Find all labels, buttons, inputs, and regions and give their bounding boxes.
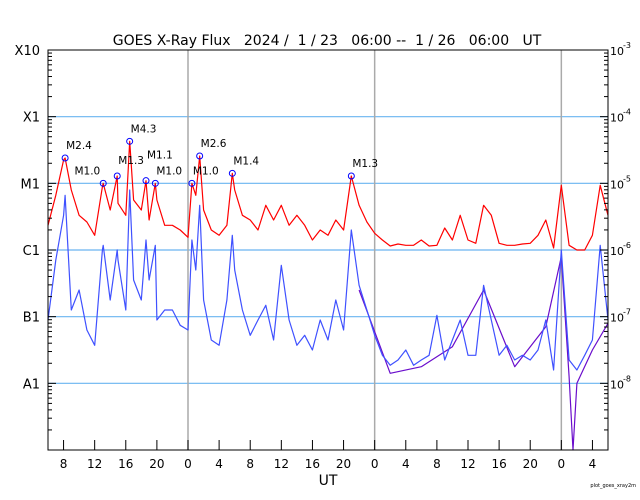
- x-tick-label: 12: [87, 457, 102, 471]
- flare-label: M2.4: [66, 140, 92, 152]
- flare-marker: [228, 169, 236, 177]
- y-tick-label-left: X10: [15, 44, 40, 59]
- flare-marker: [347, 172, 355, 180]
- flare-marker: [113, 172, 121, 180]
- flare-marker: [99, 179, 107, 187]
- x-tick-label: 8: [433, 457, 441, 471]
- x-tick-label: 0: [558, 457, 566, 471]
- y-tick-label-right-exponent: -5: [623, 174, 631, 183]
- y-tick-label-left: B1: [23, 311, 40, 326]
- y-tick-label-right-base: 10: [610, 378, 624, 391]
- x-tick-label: 16: [118, 457, 133, 471]
- y-tick-label-right-base: 10: [610, 245, 624, 258]
- x-tick-label: 20: [336, 457, 351, 471]
- series-line-short-0-5-4-a-: [47, 189, 609, 371]
- x-tick-label: 20: [523, 457, 538, 471]
- x-tick-label: 4: [215, 457, 223, 471]
- x-tick-label: 4: [589, 457, 597, 471]
- y-tick-label-right-base: 10: [610, 112, 624, 125]
- series-line-short-secondary: [358, 256, 609, 451]
- x-axis-label: UT: [319, 473, 338, 489]
- flare-label: M1.0: [74, 165, 100, 177]
- flare-label: M1.0: [193, 165, 219, 177]
- flare-marker: [151, 179, 159, 187]
- flare-label: M1.0: [156, 165, 182, 177]
- y-tick-label-right-exponent: -4: [623, 108, 631, 117]
- y-tick-label-right-base: 10: [610, 178, 624, 191]
- footer-label: plot_goes_xray2m: [590, 483, 636, 489]
- chart-title: GOES X-Ray Flux 2024 / 1 / 23 06:00 -- 1…: [113, 33, 542, 49]
- flare-marker: [142, 177, 150, 185]
- y-tick-label-left: C1: [23, 244, 40, 259]
- y-tick-label-left: M1: [21, 177, 41, 192]
- flare-marker: [196, 152, 204, 160]
- x-tick-label: 12: [460, 457, 475, 471]
- x-tick-label: 0: [371, 457, 379, 471]
- y-tick-label-right-base: 10: [610, 45, 624, 58]
- x-tick-label: 8: [60, 457, 68, 471]
- flare-label: M2.6: [201, 138, 227, 150]
- x-tick-label: 4: [402, 457, 410, 471]
- x-tick-label: 16: [305, 457, 320, 471]
- x-tick-label: 12: [274, 457, 289, 471]
- y-tick-label-left: A1: [23, 377, 40, 392]
- grid-layer: [48, 50, 608, 450]
- y-tick-label-right-base: 10: [610, 312, 624, 325]
- flare-label: M1.4: [233, 155, 259, 167]
- y-tick-label-right-exponent: -6: [623, 241, 631, 250]
- flare-label: M1.3: [352, 158, 378, 170]
- y-tick-label-right-exponent: -3: [623, 41, 631, 50]
- y-tick-label-right-exponent: -7: [623, 308, 631, 317]
- flare-marker: [188, 179, 196, 187]
- flare-layer: M2.4 M1.0 M1.3 M4.3 M1.1 M1.0 M1.0 M2.6 M1.4 M1.3: [61, 123, 378, 187]
- y-tick-label-right-exponent: -8: [623, 374, 631, 383]
- x-tick-label: 20: [149, 457, 164, 471]
- flare-label: M1.1: [147, 150, 173, 162]
- series-layer: [47, 140, 609, 451]
- flare-label: M1.3: [118, 155, 144, 167]
- flare-marker: [61, 154, 69, 162]
- x-tick-label: 8: [246, 457, 254, 471]
- series-line-long-1-8-a-: [47, 140, 609, 251]
- x-tick-label: 0: [184, 457, 192, 471]
- flare-label: M4.3: [131, 123, 157, 135]
- flare-marker: [126, 137, 134, 145]
- x-tick-label: 16: [491, 457, 506, 471]
- y-tick-label-left: X1: [23, 111, 40, 126]
